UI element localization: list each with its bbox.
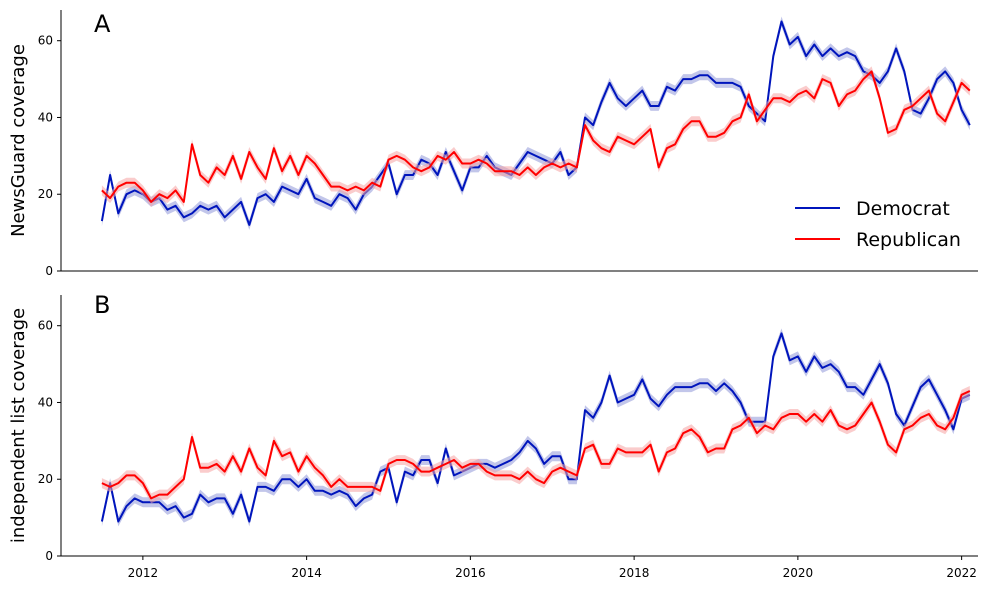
x-tick-label: 2020 <box>783 566 814 580</box>
legend-label-democrat: Democrat <box>856 198 950 220</box>
y-tick-label: 40 <box>38 395 53 409</box>
series-line-republican <box>101 70 971 203</box>
y-tick-label: 40 <box>38 110 53 124</box>
legend: Democrat Republican <box>795 198 961 251</box>
y-tick-label: 60 <box>38 319 53 333</box>
panel-letter: A <box>94 10 111 38</box>
y-axis-label: independent list coverage <box>8 308 29 543</box>
x-tick-label: 2016 <box>455 566 486 580</box>
x-tick-label: 2012 <box>128 566 159 580</box>
panel-b: 0 20 40 60 2012 2014 2016 2018 2020 2022 independe… <box>8 291 978 580</box>
series-line-democrat <box>100 332 971 523</box>
y-tick-label: 20 <box>38 472 53 486</box>
y-tick-label: 0 <box>45 264 53 278</box>
legend-label-republican: Republican <box>856 229 961 251</box>
panel-letter: B <box>94 291 110 319</box>
series-line-republican <box>101 390 971 500</box>
x-tick-label: 2018 <box>619 566 650 580</box>
y-tick-label: 20 <box>38 187 53 201</box>
x-tick-label: 2022 <box>946 566 977 580</box>
series-band-republican <box>101 66 970 207</box>
series-line-democrat <box>100 20 971 226</box>
panel-a: 0 20 40 60 NewsGuard coverage A Democrat Republ… <box>8 10 978 278</box>
series-band-democrat <box>101 16 970 230</box>
x-tick-label: 2014 <box>291 566 322 580</box>
series-band-republican <box>101 386 970 504</box>
y-tick-label: 0 <box>45 549 53 563</box>
y-axis-label: NewsGuard coverage <box>8 44 29 237</box>
y-tick-label: 60 <box>38 34 53 48</box>
